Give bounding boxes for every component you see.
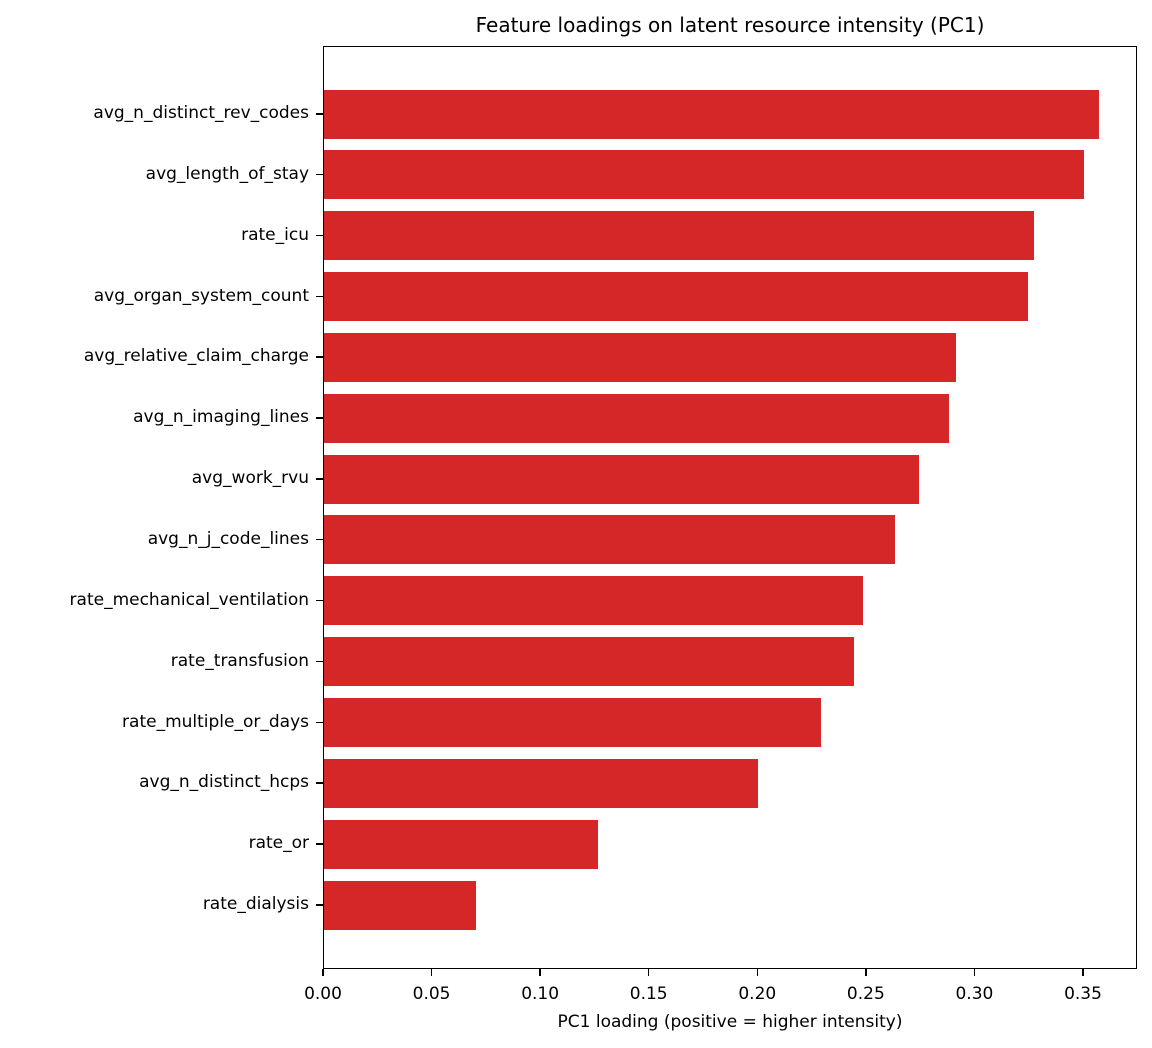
bar-rate_dialysis <box>324 880 476 930</box>
y-tick-mark <box>316 234 323 237</box>
bar-avg_length_of_stay <box>324 150 1084 200</box>
y-tick-mark <box>316 478 323 480</box>
y-tick-label: rate_mechanical_ventilation <box>69 589 309 610</box>
x-tick-mark <box>647 969 650 976</box>
y-tick-mark <box>316 599 323 602</box>
x-tick-mark <box>865 969 867 976</box>
bar-avg_n_imaging_lines <box>324 393 950 443</box>
chart-title: Feature loadings on latent resource inte… <box>475 13 985 37</box>
plot-area <box>323 46 1137 969</box>
x-axis-label: PC1 loading (positive = higher intensity… <box>557 1012 903 1032</box>
bar-rate_mechanical_ventilation <box>324 576 863 626</box>
x-tick-label: 0.05 <box>412 984 451 1004</box>
y-tick-mark <box>316 782 323 784</box>
x-tick-mark <box>322 969 324 976</box>
y-tick-label: avg_n_imaging_lines <box>133 407 309 428</box>
y-tick-label: avg_work_rvu <box>191 468 309 489</box>
y-tick-label: avg_organ_system_count <box>93 285 309 306</box>
x-tick-label: 0.25 <box>846 984 885 1004</box>
y-tick-mark <box>316 113 323 115</box>
y-tick-mark <box>316 904 323 906</box>
y-tick-mark <box>316 660 323 663</box>
x-tick-mark <box>973 969 976 976</box>
x-tick-label: 0.35 <box>1064 984 1102 1004</box>
y-tick-label: avg_length_of_stay <box>145 163 309 184</box>
y-tick-mark <box>316 721 323 723</box>
bar-avg_n_j_code_lines <box>324 515 896 565</box>
bar-avg_n_distinct_rev_codes <box>324 89 1100 139</box>
y-tick-label: rate_icu <box>241 224 309 245</box>
x-tick-mark <box>1082 969 1084 976</box>
y-tick-label: rate_dialysis <box>202 894 309 915</box>
y-tick-mark <box>316 843 323 845</box>
y-tick-mark <box>316 538 323 541</box>
x-tick-label: 0.00 <box>304 984 342 1004</box>
y-tick-label: avg_n_distinct_rev_codes <box>93 103 309 123</box>
bar-rate_icu <box>324 211 1035 261</box>
x-tick-label: 0.30 <box>955 984 994 1004</box>
bar-rate_multiple_or_days <box>324 698 822 747</box>
bar-avg_n_distinct_hcps <box>324 758 759 808</box>
x-tick-mark <box>430 969 433 976</box>
x-tick-mark <box>756 969 759 976</box>
y-tick-label: avg_n_distinct_hcps <box>139 772 309 793</box>
bar-avg_relative_claim_charge <box>324 332 956 382</box>
bar-rate_transfusion <box>324 637 854 687</box>
y-tick-label: avg_n_j_code_lines <box>147 528 309 549</box>
y-tick-mark <box>316 295 323 298</box>
x-tick-mark <box>539 969 541 976</box>
bar-rate_or <box>324 819 598 869</box>
bar-avg_work_rvu <box>324 454 919 504</box>
y-tick-mark <box>316 173 323 176</box>
y-tick-mark <box>316 417 323 419</box>
y-tick-mark <box>316 356 323 358</box>
y-tick-label: rate_or <box>248 833 309 854</box>
bar-avg_organ_system_count <box>324 272 1028 322</box>
y-tick-label: rate_multiple_or_days <box>122 711 309 732</box>
x-tick-label: 0.20 <box>738 984 777 1004</box>
y-tick-label: avg_relative_claim_charge <box>83 346 309 367</box>
x-tick-label: 0.15 <box>629 984 668 1004</box>
y-tick-label: rate_transfusion <box>170 650 309 671</box>
x-tick-label: 0.10 <box>521 984 560 1004</box>
